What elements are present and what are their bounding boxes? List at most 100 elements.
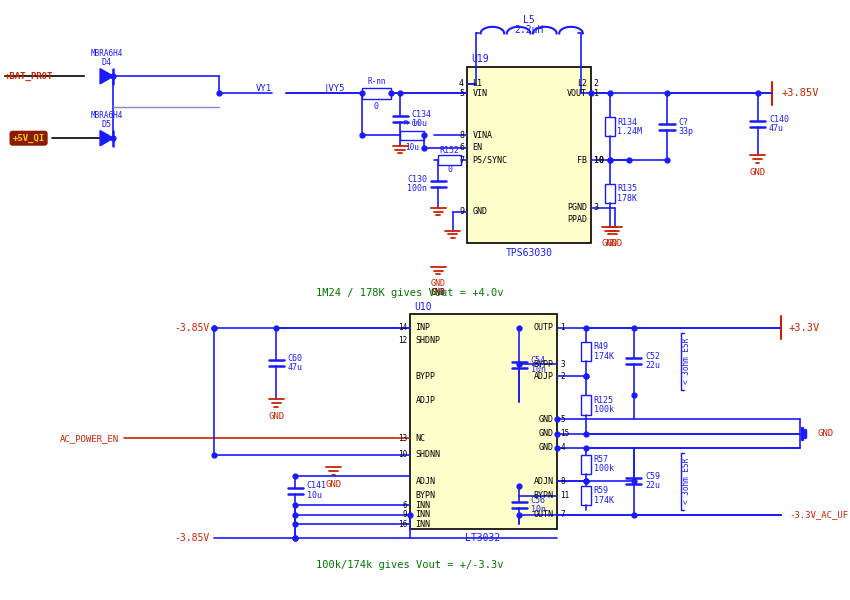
- Text: MBRA6H4: MBRA6H4: [91, 111, 123, 120]
- Bar: [362, 88, 391, 99]
- Text: -3.85V: -3.85V: [174, 323, 210, 333]
- Text: 4: 4: [560, 443, 565, 452]
- Text: PGND: PGND: [567, 203, 587, 212]
- Bar: [581, 455, 591, 473]
- Text: 10n: 10n: [530, 505, 546, 514]
- Text: NC: NC: [416, 434, 426, 443]
- Text: L5: L5: [523, 15, 535, 25]
- Bar: [605, 184, 615, 203]
- Text: 14: 14: [398, 323, 407, 332]
- Text: PS/SYNC: PS/SYNC: [473, 155, 507, 164]
- Text: ADJN: ADJN: [534, 477, 553, 486]
- Text: 5: 5: [560, 415, 565, 424]
- Text: VY1: VY1: [256, 84, 271, 93]
- Text: PPAD: PPAD: [567, 215, 587, 224]
- Text: C141: C141: [307, 481, 326, 490]
- Bar: [581, 486, 591, 505]
- Text: 174K: 174K: [593, 352, 614, 361]
- Text: INN: INN: [416, 500, 430, 509]
- Text: 15: 15: [560, 429, 570, 438]
- Text: 1: 1: [593, 89, 598, 98]
- Text: +3.85V: +3.85V: [781, 88, 819, 98]
- Bar: [605, 117, 615, 136]
- Text: EN: EN: [473, 143, 483, 152]
- Polygon shape: [100, 68, 113, 84]
- Text: OUTP: OUTP: [534, 323, 553, 332]
- Text: 100k: 100k: [593, 464, 614, 473]
- Text: C140: C140: [769, 115, 789, 124]
- Text: ADJN: ADJN: [416, 477, 435, 486]
- Text: GND: GND: [431, 288, 445, 297]
- Bar: [467, 67, 591, 243]
- Text: 3: 3: [593, 203, 598, 212]
- Text: 1.24M: 1.24M: [617, 127, 643, 136]
- Text: ADJP: ADJP: [416, 396, 435, 405]
- Text: D4: D4: [102, 58, 111, 67]
- Text: 100k/174k gives Vout = +/-3.3v: 100k/174k gives Vout = +/-3.3v: [316, 560, 503, 570]
- Text: 5: 5: [459, 89, 464, 98]
- Text: GND: GND: [473, 207, 488, 216]
- Text: 8: 8: [459, 131, 464, 140]
- Text: C56: C56: [530, 496, 546, 505]
- Text: GND: GND: [539, 429, 553, 438]
- Text: 10: 10: [593, 155, 604, 164]
- Text: LT3032: LT3032: [466, 533, 501, 544]
- Bar: [410, 314, 558, 529]
- Text: 1M24 / 178K gives Vout = +4.0v: 1M24 / 178K gives Vout = +4.0v: [316, 287, 503, 298]
- Text: 33p: 33p: [678, 127, 694, 136]
- Text: +BAT_PROT: +BAT_PROT: [5, 72, 54, 81]
- Text: C60: C60: [288, 354, 303, 363]
- Polygon shape: [100, 131, 113, 146]
- Text: BYPN: BYPN: [416, 491, 435, 500]
- Text: 7: 7: [560, 510, 565, 519]
- Text: R125: R125: [593, 396, 614, 405]
- Text: TPS63030: TPS63030: [506, 248, 552, 257]
- Text: 0: 0: [447, 165, 452, 174]
- Text: GND: GND: [431, 280, 445, 289]
- Text: C?: C?: [678, 118, 689, 127]
- Text: BYPP: BYPP: [534, 359, 553, 368]
- Text: BYPP: BYPP: [416, 372, 435, 381]
- Text: C52: C52: [645, 352, 660, 361]
- Text: +5V_QI: +5V_QI: [13, 134, 45, 143]
- Text: VIN: VIN: [473, 89, 488, 98]
- Text: 100n: 100n: [407, 184, 427, 193]
- Text: OUTN: OUTN: [534, 510, 553, 519]
- Text: 16: 16: [398, 520, 407, 529]
- Text: R49: R49: [593, 343, 609, 352]
- Text: 10: 10: [593, 155, 604, 164]
- Text: 13: 13: [398, 434, 407, 443]
- Text: INN: INN: [416, 520, 430, 529]
- Text: VOUT: VOUT: [567, 89, 587, 98]
- Text: 174K: 174K: [593, 496, 614, 505]
- Text: 2.2uH: 2.2uH: [514, 25, 543, 35]
- Text: C54: C54: [530, 356, 546, 365]
- Text: 1: 1: [560, 323, 565, 332]
- Bar: [439, 155, 462, 165]
- Text: R-nn: R-nn: [367, 77, 386, 86]
- Text: 22u: 22u: [645, 361, 660, 370]
- Text: BYPN: BYPN: [534, 491, 553, 500]
- Text: 12: 12: [398, 336, 407, 345]
- Text: 0: 0: [374, 102, 379, 111]
- Text: GND: GND: [539, 443, 553, 452]
- Text: R152: R152: [439, 146, 460, 155]
- Text: FB: FB: [577, 155, 587, 164]
- Bar: [581, 342, 591, 361]
- Text: 6: 6: [459, 143, 464, 152]
- Text: < 3ohm ESR: < 3ohm ESR: [682, 338, 690, 384]
- Text: -3.85V: -3.85V: [174, 533, 210, 544]
- Text: 47u: 47u: [769, 124, 784, 133]
- Text: 22u: 22u: [645, 481, 660, 490]
- Text: 9: 9: [459, 207, 464, 216]
- Text: R59: R59: [593, 486, 609, 495]
- Text: +3.3V: +3.3V: [789, 323, 820, 333]
- Text: D5: D5: [102, 121, 111, 130]
- Text: GND: GND: [602, 239, 618, 248]
- Text: < 3ohm ESR: < 3ohm ESR: [682, 458, 690, 505]
- Text: ADJP: ADJP: [534, 372, 553, 381]
- Text: |VY5: |VY5: [324, 84, 345, 93]
- Text: INP: INP: [416, 323, 430, 332]
- Text: GND: GND: [818, 429, 834, 438]
- Text: C59: C59: [645, 472, 660, 481]
